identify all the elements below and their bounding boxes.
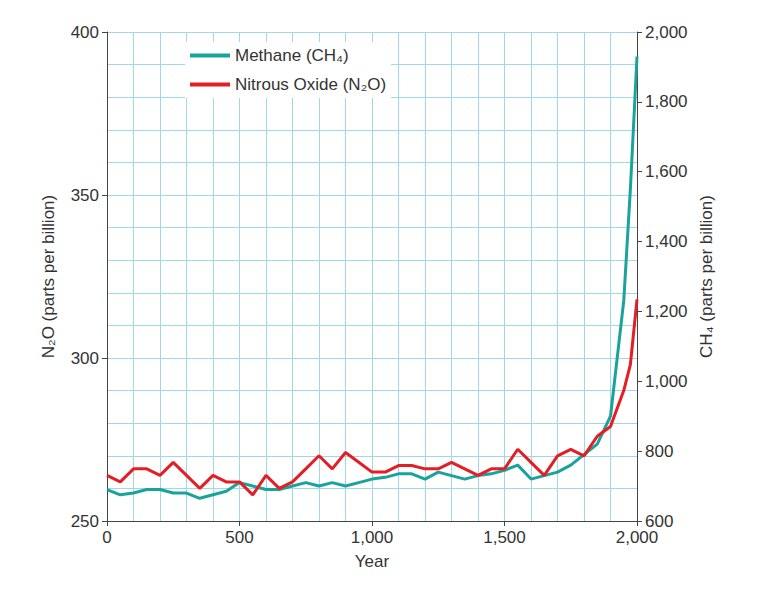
svg-text:250: 250: [71, 512, 99, 531]
svg-text:350: 350: [71, 186, 99, 205]
svg-text:0: 0: [102, 528, 111, 547]
svg-text:Year: Year: [355, 552, 390, 571]
svg-text:Nitrous Oxide (N₂O): Nitrous Oxide (N₂O): [235, 75, 386, 94]
svg-text:1,800: 1,800: [645, 92, 688, 111]
svg-text:800: 800: [645, 442, 673, 461]
svg-text:1,200: 1,200: [645, 302, 688, 321]
svg-text:300: 300: [71, 349, 99, 368]
svg-text:1,000: 1,000: [645, 372, 688, 391]
svg-text:600: 600: [645, 511, 674, 531]
svg-text:1,500: 1,500: [483, 528, 526, 547]
svg-text:Methane (CH₄): Methane (CH₄): [235, 46, 349, 65]
svg-text:1,000: 1,000: [351, 528, 394, 547]
svg-text:2,000: 2,000: [616, 528, 659, 547]
svg-text:N₂O (parts per billion): N₂O (parts per billion): [39, 195, 58, 358]
svg-text:CH₄ (parts per billion): CH₄ (parts per billion): [697, 195, 716, 358]
svg-text:1,400: 1,400: [645, 232, 688, 251]
svg-text:500: 500: [225, 528, 253, 547]
svg-text:1,600: 1,600: [645, 162, 688, 181]
svg-text:2,000: 2,000: [645, 23, 688, 42]
svg-text:400: 400: [71, 23, 99, 42]
